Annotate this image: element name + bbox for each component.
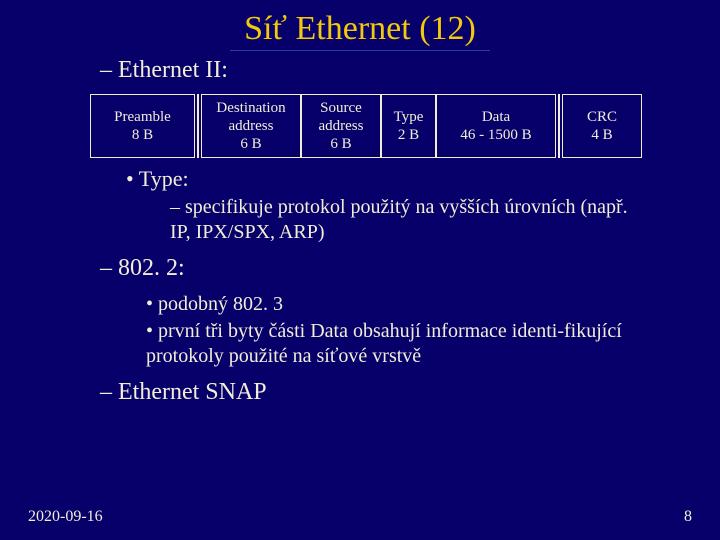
slide-content: – Ethernet II: Preamble8 BDestinationadd… bbox=[0, 51, 720, 406]
frame-cell-line: address bbox=[304, 117, 378, 135]
frame-cell-line: address bbox=[204, 117, 298, 135]
frame-cell-line: 2 B bbox=[384, 126, 433, 144]
bullet-8023: • podobný 802. 3 bbox=[146, 292, 670, 317]
heading-ethernet-ii: – Ethernet II: bbox=[100, 57, 670, 84]
frame-cell-line: Destination bbox=[204, 99, 298, 117]
frame-cell: CRC4 B bbox=[562, 94, 642, 158]
frame-cell-line: Type bbox=[384, 108, 433, 126]
frame-cell-line: 6 B bbox=[304, 135, 378, 153]
frame-cell: Type2 B bbox=[381, 94, 436, 158]
frame-cell-line: Source bbox=[304, 99, 378, 117]
heading-8022: – 802. 2: bbox=[100, 255, 670, 282]
heading-type: • Type: bbox=[126, 166, 670, 192]
frame-cell-line: 6 B bbox=[204, 135, 298, 153]
frame-cell-line: 8 B bbox=[93, 126, 192, 144]
frame-cell-line: 46 - 1500 B bbox=[439, 126, 553, 144]
frame-divider bbox=[197, 94, 199, 158]
slide-footer: 2020-09-16 8 bbox=[28, 508, 692, 526]
footer-date: 2020-09-16 bbox=[28, 508, 103, 526]
frame-cell-line: CRC bbox=[565, 108, 639, 126]
heading-snap: – Ethernet SNAP bbox=[100, 379, 670, 406]
frame-diagram: Preamble8 BDestinationaddress6 BSourcead… bbox=[90, 94, 670, 158]
frame-cell-line: Preamble bbox=[93, 108, 192, 126]
frame-cell: Data46 - 1500 B bbox=[436, 94, 556, 158]
frame-cell-line: 4 B bbox=[565, 126, 639, 144]
frame-cell: Sourceaddress6 B bbox=[301, 94, 381, 158]
slide-title: Síť Ethernet (12) bbox=[0, 0, 720, 48]
footer-page: 8 bbox=[684, 508, 692, 526]
frame-cell: Preamble8 B bbox=[90, 94, 195, 158]
type-detail: – specifikuje protokol použitý na vyššíc… bbox=[170, 195, 670, 245]
frame-divider bbox=[558, 94, 560, 158]
frame-cell: Destinationaddress6 B bbox=[201, 94, 301, 158]
bullet-data-bytes: • první tři byty části Data obsahují inf… bbox=[146, 319, 670, 369]
frame-cell-line: Data bbox=[439, 108, 553, 126]
